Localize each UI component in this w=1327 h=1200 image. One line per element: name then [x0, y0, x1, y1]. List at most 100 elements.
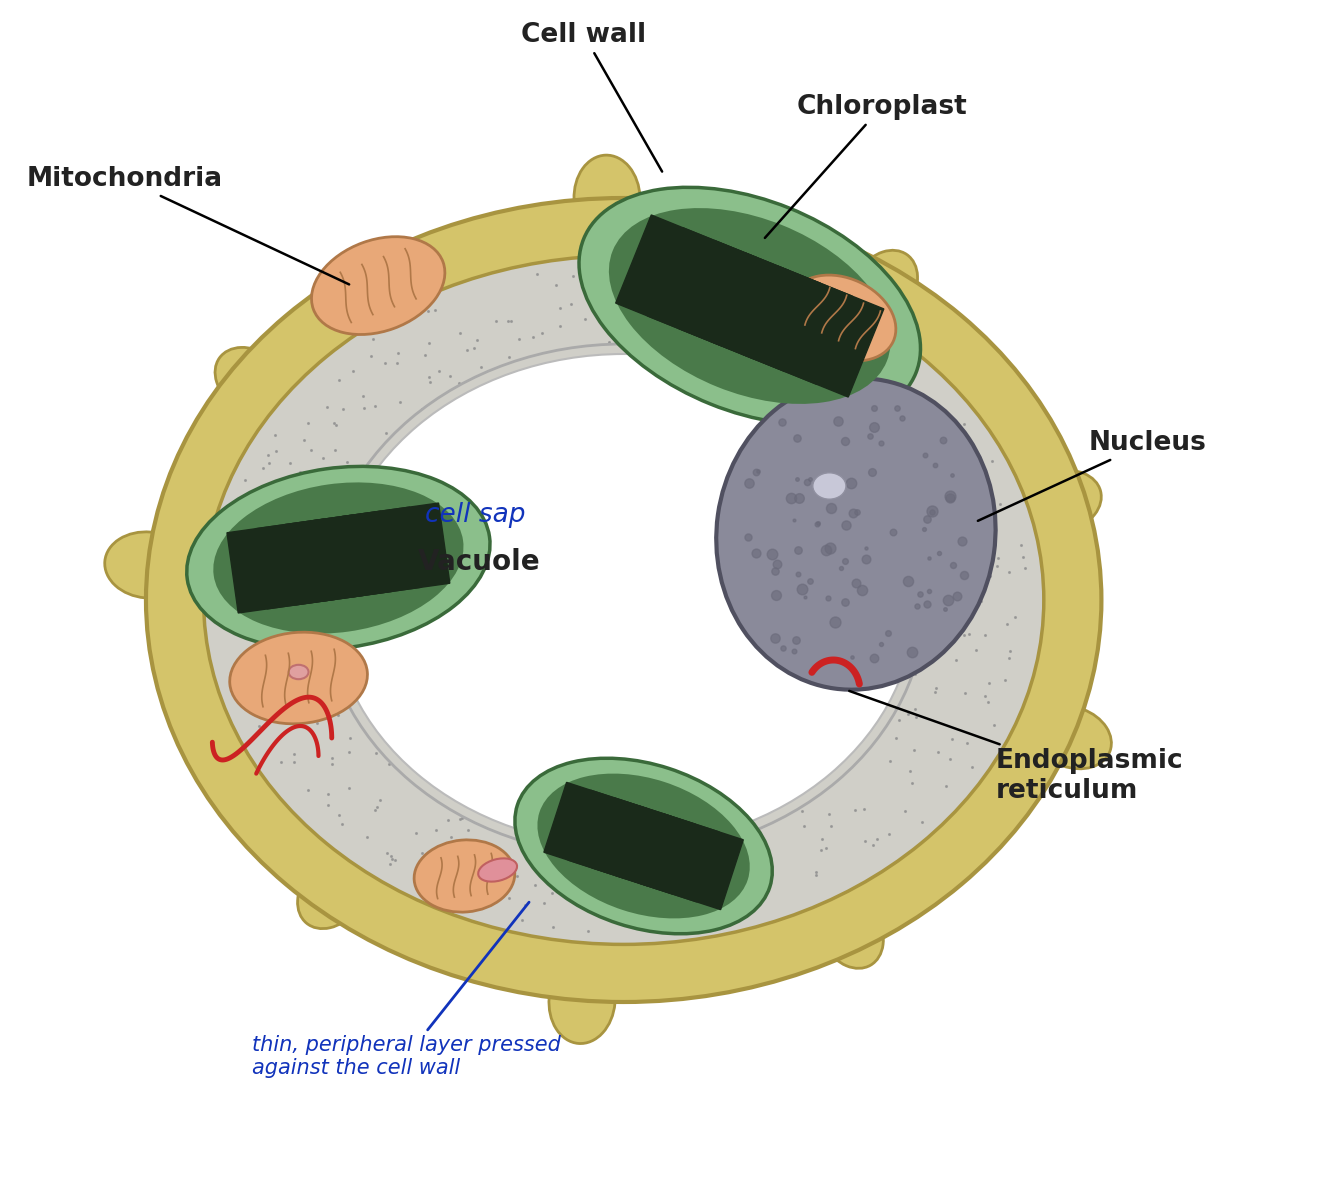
Point [456, 340, 478, 359]
Point [942, 540, 963, 559]
Point [261, 511, 283, 530]
Point [905, 708, 926, 727]
Point [653, 294, 674, 313]
Polygon shape [342, 503, 450, 596]
Text: Nucleus: Nucleus [978, 430, 1206, 521]
Point [366, 798, 387, 817]
Point [249, 706, 271, 725]
Ellipse shape [851, 251, 917, 324]
Point [265, 442, 287, 461]
Point [498, 347, 519, 366]
Point [575, 310, 596, 329]
Point [673, 272, 694, 292]
Point [293, 431, 314, 450]
Polygon shape [710, 253, 852, 384]
Point [861, 388, 882, 407]
Point [248, 610, 269, 629]
Point [418, 332, 439, 352]
Point [376, 424, 397, 443]
Point [356, 828, 377, 847]
Point [979, 566, 1001, 586]
Ellipse shape [332, 354, 916, 846]
Point [242, 534, 263, 553]
Point [449, 373, 470, 392]
Point [579, 857, 600, 876]
Point [376, 844, 397, 863]
Point [855, 832, 876, 851]
Point [705, 883, 726, 902]
Point [259, 454, 280, 473]
Point [532, 323, 553, 342]
Ellipse shape [609, 208, 890, 404]
Ellipse shape [817, 893, 884, 968]
Point [943, 433, 965, 452]
Point [981, 451, 1002, 470]
Point [425, 300, 446, 319]
Point [869, 358, 890, 377]
Point [289, 463, 311, 482]
Point [257, 445, 279, 464]
Point [957, 733, 978, 752]
Point [632, 259, 653, 278]
Point [844, 800, 865, 820]
Point [220, 673, 242, 692]
Point [841, 367, 863, 386]
Point [941, 422, 962, 442]
Point [674, 307, 695, 326]
Point [966, 641, 987, 660]
Ellipse shape [1034, 706, 1112, 769]
Point [795, 314, 816, 334]
Point [295, 588, 316, 607]
Point [1005, 607, 1026, 626]
Polygon shape [227, 520, 334, 613]
Polygon shape [284, 511, 393, 605]
Point [271, 752, 292, 772]
Point [974, 686, 995, 706]
Ellipse shape [105, 532, 191, 598]
Point [271, 613, 292, 632]
Point [947, 514, 969, 533]
Text: Chloroplast: Chloroplast [764, 94, 967, 238]
Point [641, 282, 662, 301]
Point [999, 648, 1020, 667]
Point [244, 506, 265, 526]
Point [755, 342, 776, 361]
Point [925, 679, 946, 698]
Point [928, 742, 949, 761]
Point [285, 709, 307, 728]
Point [527, 264, 548, 283]
Point [646, 846, 667, 865]
Ellipse shape [215, 348, 289, 414]
Ellipse shape [1023, 470, 1101, 532]
Point [767, 308, 788, 328]
Point [500, 311, 522, 330]
Point [470, 358, 491, 377]
Text: Vacuole: Vacuole [418, 548, 540, 576]
Ellipse shape [146, 198, 1101, 1002]
Point [387, 343, 409, 362]
Point [863, 835, 884, 854]
Point [805, 863, 827, 882]
Ellipse shape [575, 155, 640, 241]
Point [873, 334, 894, 353]
Point [671, 276, 693, 295]
Point [727, 883, 748, 902]
Point [226, 542, 247, 562]
Point [265, 625, 287, 644]
Polygon shape [616, 215, 758, 346]
Point [881, 412, 902, 431]
Point [925, 578, 946, 598]
Ellipse shape [812, 473, 847, 499]
Point [374, 353, 395, 372]
Ellipse shape [230, 632, 368, 724]
Point [936, 564, 957, 583]
Point [796, 300, 817, 319]
Point [411, 844, 433, 863]
Point [242, 486, 263, 505]
Text: Endoplasmic
reticulum: Endoplasmic reticulum [849, 691, 1182, 804]
Polygon shape [313, 508, 421, 601]
Point [317, 785, 338, 804]
Point [515, 895, 536, 914]
Point [983, 514, 1005, 533]
Point [936, 776, 957, 796]
